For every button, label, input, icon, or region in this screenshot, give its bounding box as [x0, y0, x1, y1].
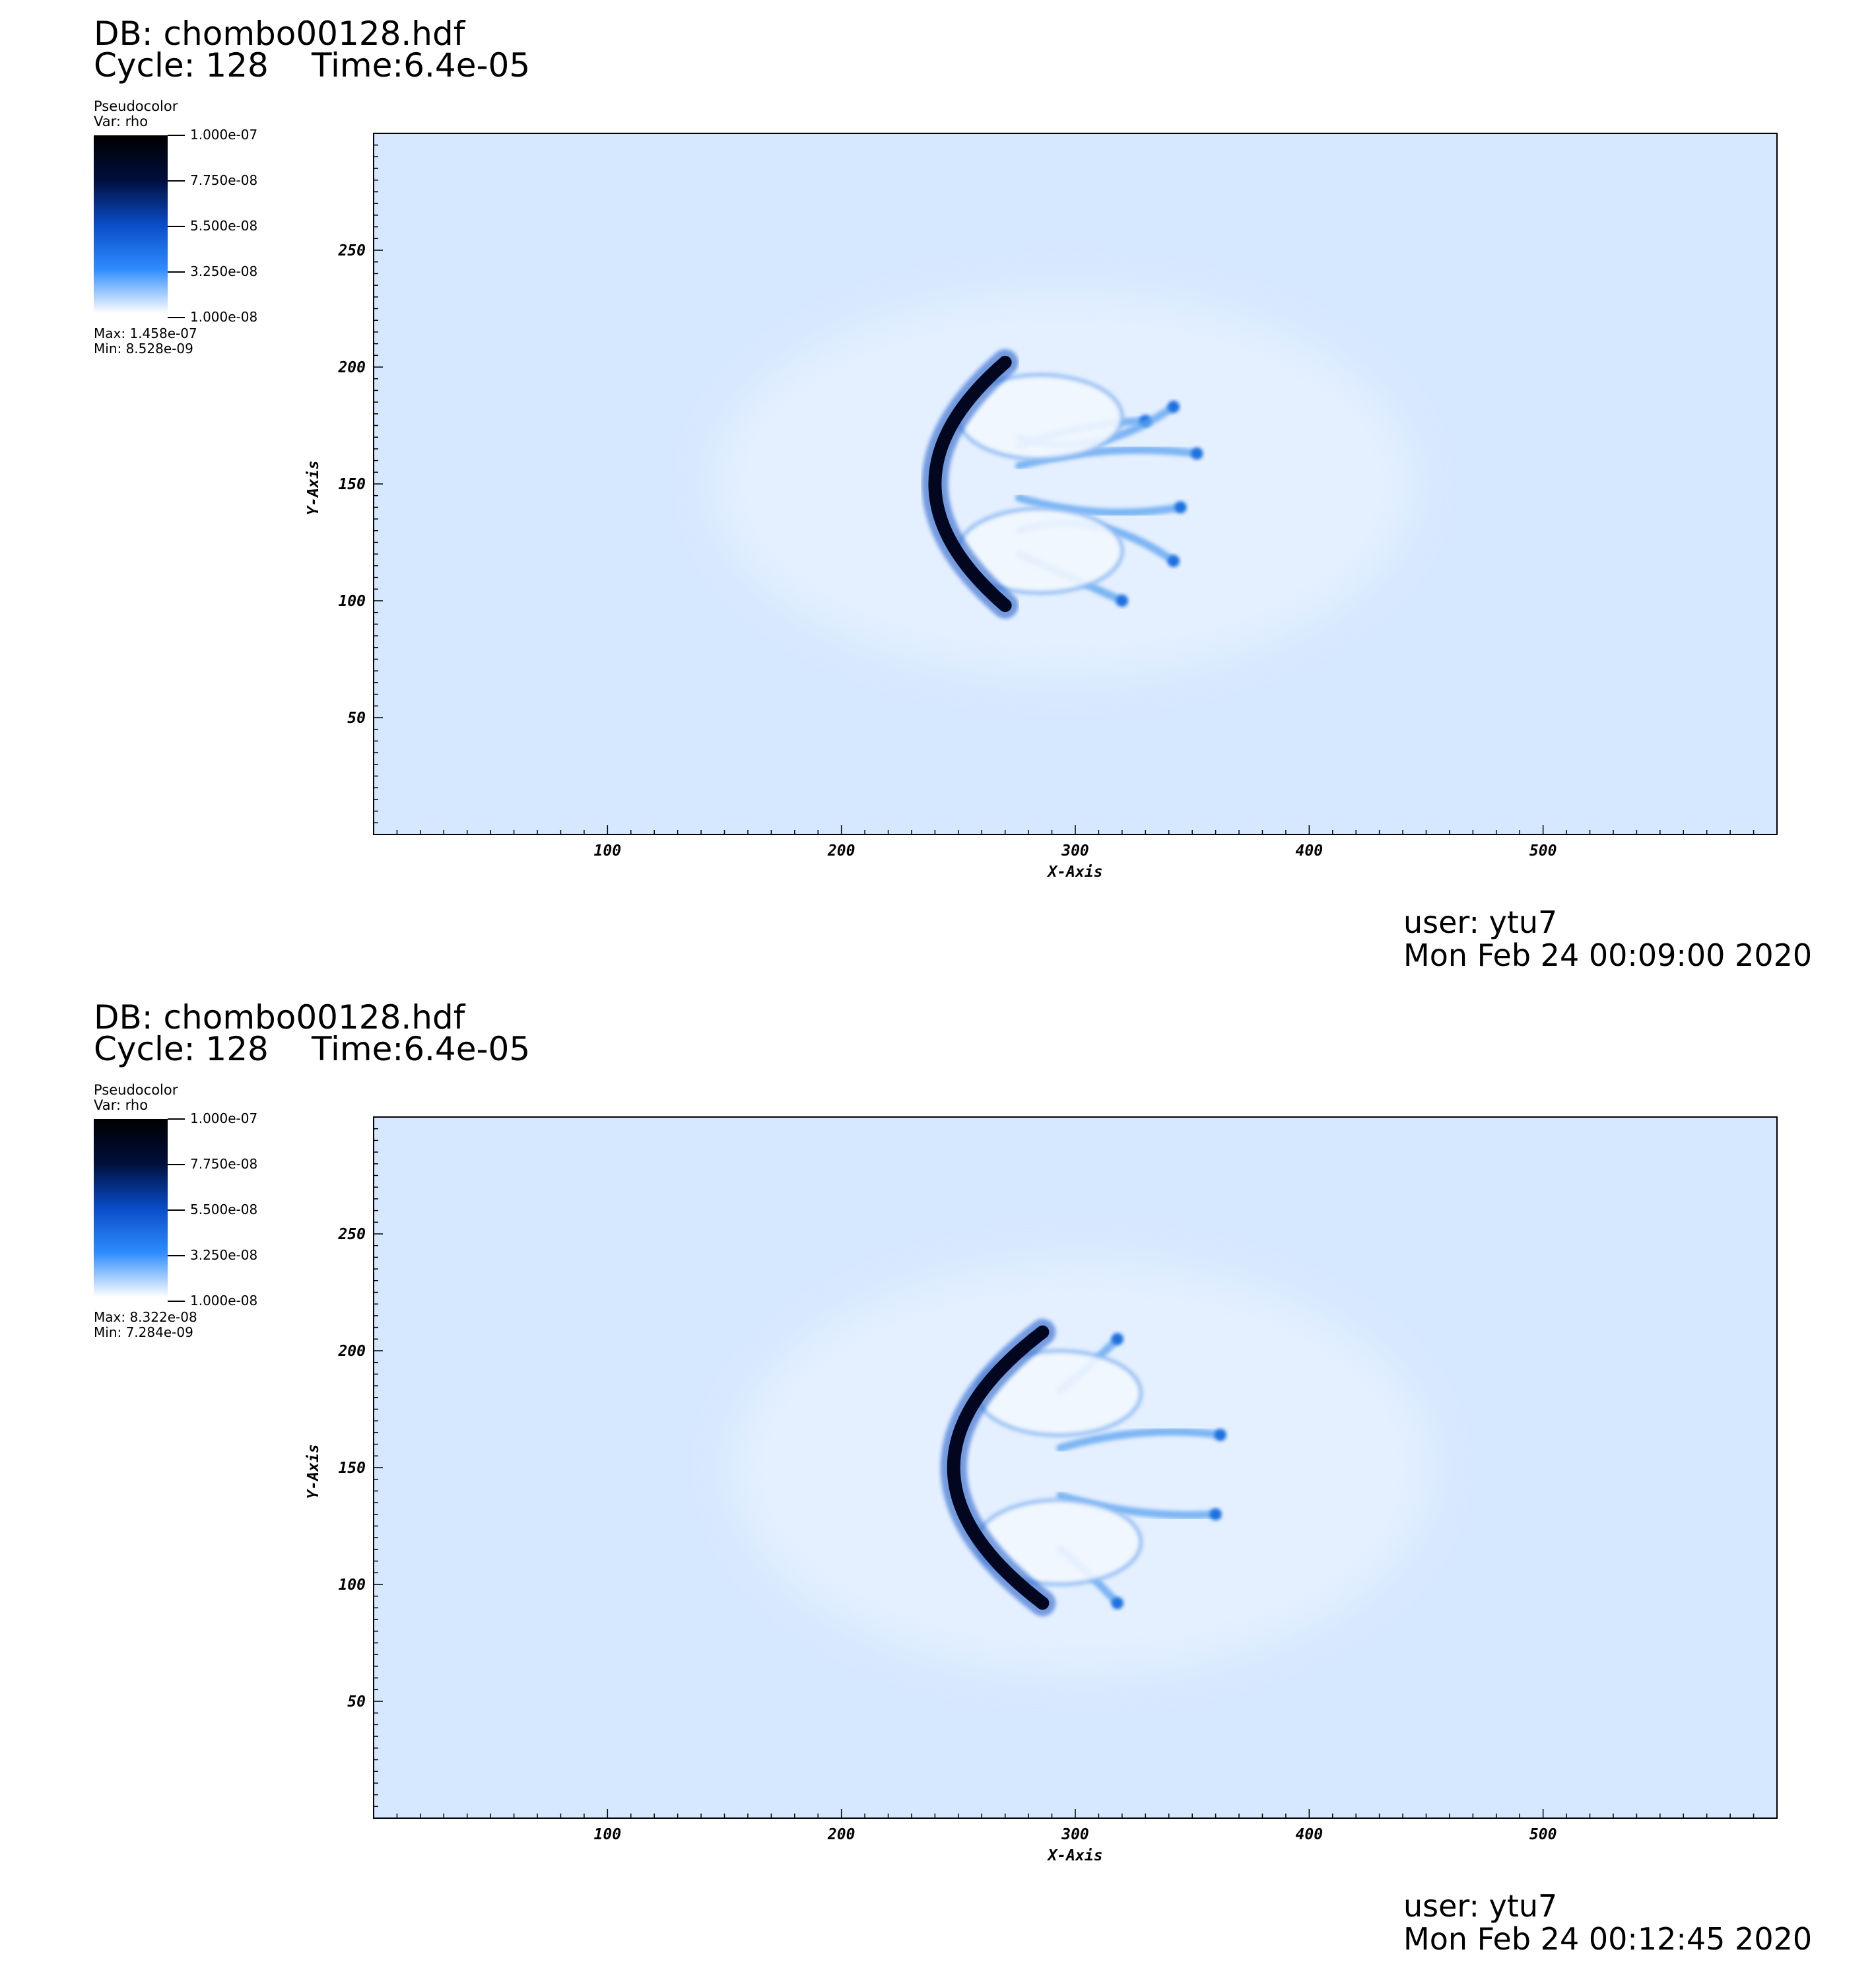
legend-tick-mark [168, 317, 185, 318]
user-label: user: ytu7 [1403, 904, 1558, 940]
filament [1015, 494, 1185, 517]
y-axis-label: Y-Axis [305, 460, 322, 515]
legend-tick-label: 1.000e-08 [190, 309, 258, 325]
y-tick-label: 150 [338, 476, 366, 493]
x-tick-label: 400 [1296, 842, 1323, 860]
legend-tick-mark [168, 135, 185, 136]
x-axis-label: X-Axis [1046, 1847, 1102, 1864]
pseudocolor-plot: 100 200 300 400 500 50 100 150 200 250 X-Axis Y-Axi… [305, 133, 1778, 881]
x-axis-label: X-Axis [1046, 864, 1102, 881]
legend-tick-label: 5.500e-08 [190, 1202, 258, 1217]
db-label: DB: chombo00128.hdf [94, 998, 465, 1036]
filament [1056, 1427, 1224, 1452]
filament-tip [1174, 501, 1187, 514]
filament-tip [1167, 401, 1180, 413]
x-tick-label: 500 [1529, 842, 1557, 860]
legend-tick-mark [168, 1301, 185, 1302]
legend-tick-label: 7.750e-08 [190, 172, 258, 188]
legend-tick-label: 1.000e-07 [190, 127, 258, 143]
legend-tick-mark [168, 271, 185, 273]
y-tick-label: 100 [338, 1577, 366, 1594]
y-tick-label: 250 [337, 1226, 366, 1243]
density-structure [712, 292, 1415, 676]
x-tick-label: 200 [827, 1826, 855, 1843]
legend-tick-label: 3.250e-08 [190, 1247, 258, 1263]
plot-panel-2: DB: chombo00128.hdf Cycle: 128 Time:6.4e… [0, 984, 1876, 1967]
legend-tick-label: 1.000e-07 [190, 1110, 258, 1126]
x-tick-label: 200 [827, 842, 855, 860]
legend-max: Max: 8.322e-08 [94, 1309, 197, 1325]
legend-min: Min: 8.528e-09 [94, 341, 193, 357]
legend-var: Var: rho [94, 114, 149, 129]
legend-min: Min: 7.284e-09 [94, 1324, 193, 1340]
legend-tick-mark [168, 1118, 185, 1120]
user-label: user: ytu7 [1403, 1888, 1558, 1924]
x-tick-label: 400 [1296, 1826, 1323, 1843]
legend-tick-label: 1.000e-08 [190, 1293, 258, 1308]
legend-var: Var: rho [94, 1097, 149, 1113]
y-tick-label: 50 [347, 710, 366, 727]
date-label: Mon Feb 24 00:12:45 2020 [1403, 1921, 1813, 1957]
legend-plot-type: Pseudocolor [94, 98, 178, 114]
time-label: Time:6.4e-05 [312, 1030, 531, 1068]
shock-halo [731, 1262, 1434, 1674]
plot-panel-1: DB: chombo00128.hdf Cycle: 128 Time:6.4e… [0, 0, 1876, 984]
y-tick-label: 50 [347, 1693, 366, 1711]
filament-tip [1167, 555, 1180, 567]
y-tick-label: 100 [338, 593, 366, 610]
legend-tick-label: 3.250e-08 [190, 263, 258, 279]
bow-front [947, 1325, 1050, 1610]
legend-tick-mark [168, 180, 185, 182]
x-tick-label: 300 [1061, 842, 1089, 860]
filament-tip [1209, 1508, 1222, 1520]
bow-front [928, 355, 1012, 613]
y-axis-label: Y-Axis [305, 1444, 322, 1499]
colorbar [94, 1119, 168, 1297]
filament-tip [1214, 1429, 1226, 1441]
y-tick-label: 250 [337, 242, 366, 259]
cycle-label: Cycle: 128 [94, 46, 269, 85]
date-label: Mon Feb 24 00:09:00 2020 [1403, 937, 1813, 973]
x-tick-label: 100 [594, 1826, 622, 1843]
legend-tick-label: 7.750e-08 [190, 1156, 258, 1172]
y-tick-label: 200 [337, 1343, 366, 1360]
legend-plot-type: Pseudocolor [94, 1082, 178, 1098]
filament-tip [1116, 595, 1128, 607]
cycle-label: Cycle: 128 [94, 1030, 269, 1068]
x-tick-label: 300 [1061, 1826, 1089, 1843]
legend-tick-mark [168, 1209, 185, 1211]
filament-tip [1111, 1597, 1123, 1610]
legend-max: Max: 1.458e-07 [94, 325, 197, 341]
time-label: Time:6.4e-05 [312, 46, 531, 85]
legend-tick-mark [168, 1164, 185, 1165]
filament-tip [1191, 447, 1203, 459]
legend-tick-label: 5.500e-08 [190, 218, 258, 234]
density-structure [731, 1262, 1434, 1674]
colorbar [94, 135, 168, 314]
y-tick-label: 150 [338, 1460, 366, 1477]
y-tick-label: 200 [337, 359, 366, 376]
x-tick-label: 100 [594, 842, 622, 860]
shock-halo [712, 292, 1415, 676]
x-tick-label: 500 [1529, 1826, 1557, 1843]
filament-tip [1111, 1333, 1123, 1345]
db-label: DB: chombo00128.hdf [94, 15, 465, 53]
legend-tick-mark [168, 1255, 185, 1256]
legend-tick-mark [168, 226, 185, 227]
pseudocolor-plot: 100 200 300 400 500 50 100 150 200 250 X-Axis Y-Axi… [305, 1116, 1778, 1864]
